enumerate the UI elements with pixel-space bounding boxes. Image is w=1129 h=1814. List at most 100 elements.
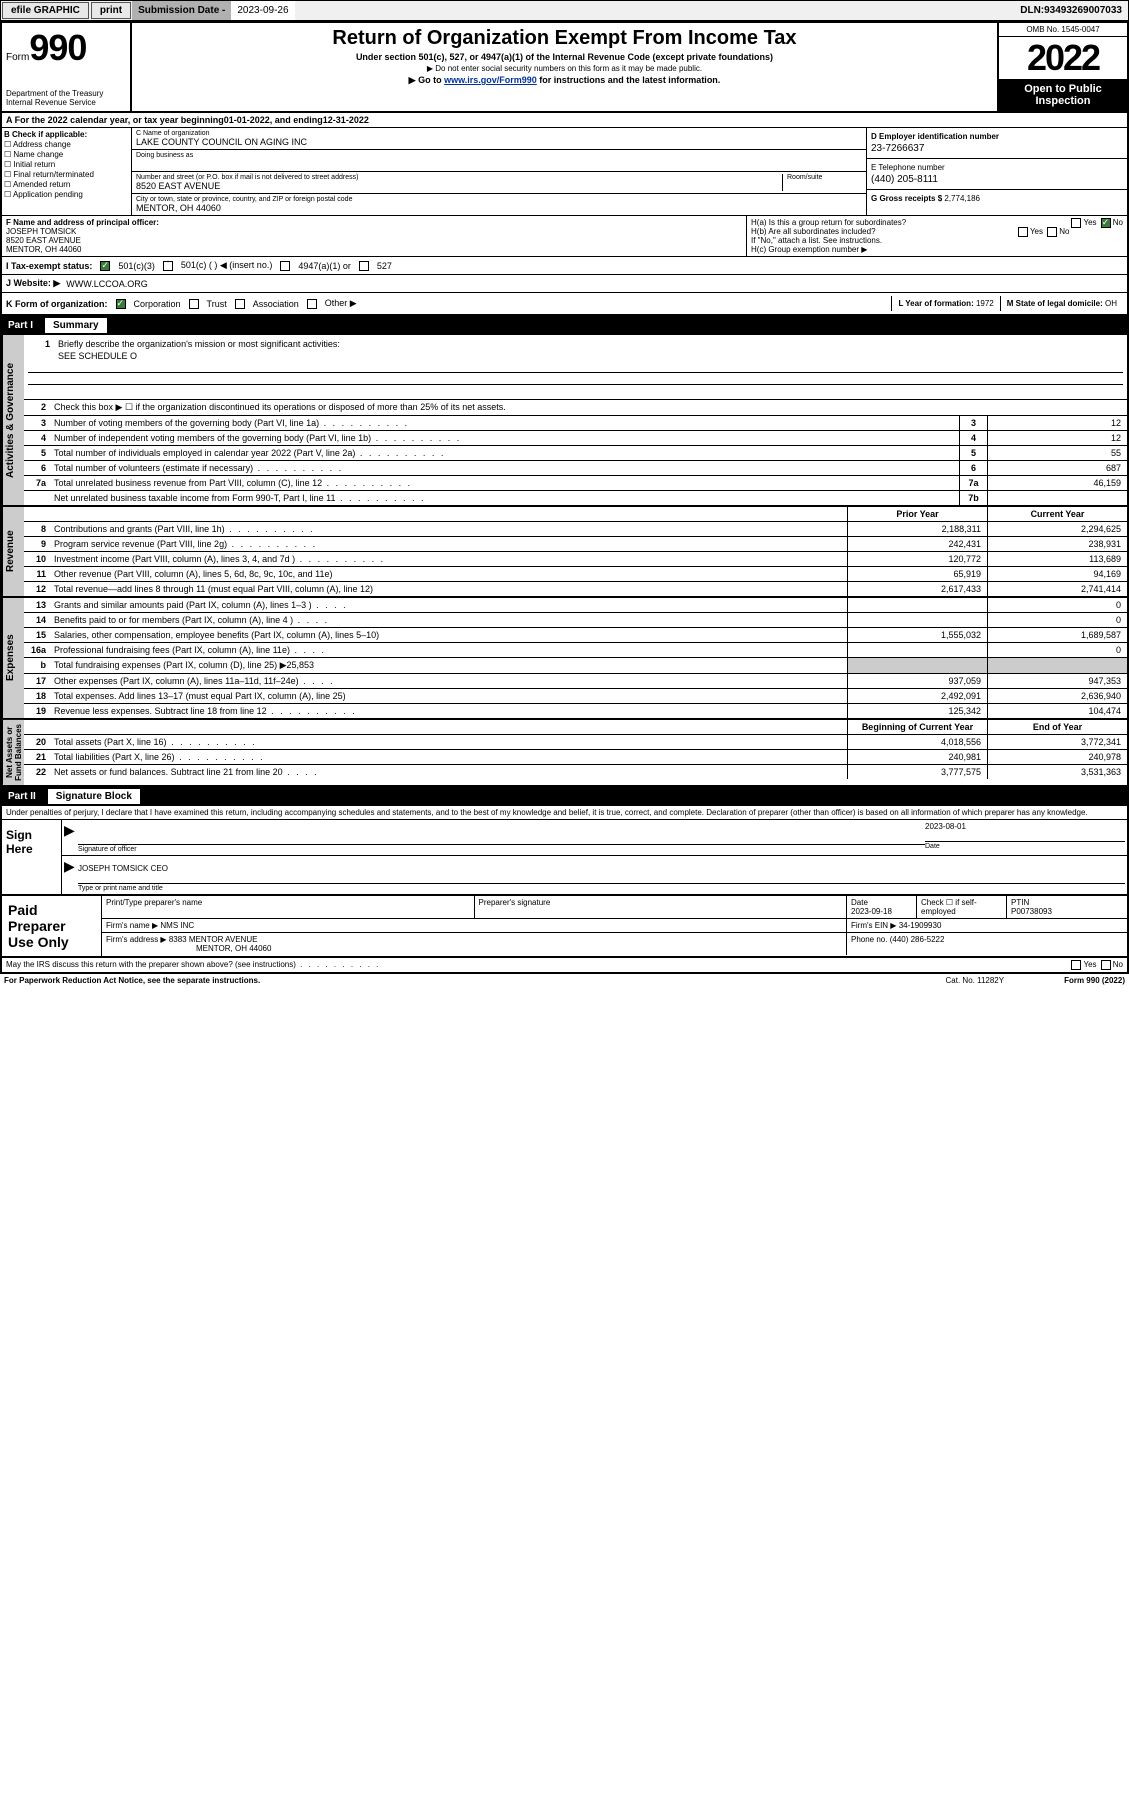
gross-label: G Gross receipts $ bbox=[871, 194, 944, 203]
l11-desc: Other revenue (Part VIII, column (A), li… bbox=[50, 567, 847, 581]
chk-address[interactable]: ☐ Address change bbox=[4, 140, 129, 149]
mission-value: SEE SCHEDULE O bbox=[28, 351, 1123, 361]
firm-city: MENTOR, OH 44060 bbox=[196, 944, 271, 953]
f-label: F Name and address of principal officer: bbox=[6, 218, 742, 227]
l8-prior: 2,188,311 bbox=[847, 522, 987, 536]
ptin-label: PTIN bbox=[1011, 898, 1123, 907]
org-info-block: B Check if applicable: ☐ Address change … bbox=[2, 128, 1127, 216]
discuss-no[interactable] bbox=[1101, 960, 1111, 970]
l11-curr: 94,169 bbox=[987, 567, 1127, 581]
chk-527[interactable] bbox=[359, 261, 369, 271]
l18-prior: 2,492,091 bbox=[847, 689, 987, 703]
l15-desc: Salaries, other compensation, employee b… bbox=[50, 628, 847, 642]
hb-yes[interactable] bbox=[1018, 227, 1028, 237]
l14-desc: Benefits paid to or for members (Part IX… bbox=[50, 613, 847, 627]
l16a-curr: 0 bbox=[987, 643, 1127, 657]
l13-prior bbox=[847, 598, 987, 612]
l15-prior: 1,555,032 bbox=[847, 628, 987, 642]
hb-row: H(b) Are all subordinates included? Yes … bbox=[751, 227, 1123, 236]
l16b-prior bbox=[847, 658, 987, 673]
may-discuss: May the IRS discuss this return with the… bbox=[6, 960, 1069, 970]
chk-amended[interactable]: ☐ Amended return bbox=[4, 180, 129, 189]
ha-yes[interactable] bbox=[1071, 218, 1081, 228]
hdr-end: End of Year bbox=[987, 720, 1127, 734]
l3-desc: Number of voting members of the governin… bbox=[50, 416, 959, 430]
officer-name: JOSEPH TOMSICK bbox=[6, 227, 742, 236]
chk-501c3[interactable] bbox=[100, 261, 110, 271]
street-address: 8520 EAST AVENUE bbox=[136, 181, 782, 191]
perjury-statement: Under penalties of perjury, I declare th… bbox=[2, 806, 1127, 820]
l19-desc: Revenue less expenses. Subtract line 18 … bbox=[50, 704, 847, 718]
chk-corp[interactable] bbox=[116, 299, 126, 309]
l21-desc: Total liabilities (Part X, line 26) bbox=[50, 750, 847, 764]
l3-val: 12 bbox=[987, 416, 1127, 430]
hb-note: If "No," attach a list. See instructions… bbox=[751, 236, 1123, 245]
hdr-begin: Beginning of Current Year bbox=[847, 720, 987, 734]
print-btn[interactable]: print bbox=[91, 2, 131, 19]
city-label: City or town, state or province, country… bbox=[136, 196, 862, 203]
chk-4947[interactable] bbox=[280, 261, 290, 271]
firm-phone-label: Phone no. bbox=[851, 935, 890, 944]
chk-final[interactable]: ☐ Final return/terminated bbox=[4, 170, 129, 179]
website-value: WWW.LCCOA.ORG bbox=[66, 279, 148, 289]
chk-pending[interactable]: ☐ Application pending bbox=[4, 190, 129, 199]
submission-label: Submission Date - bbox=[132, 1, 231, 20]
chk-assoc[interactable] bbox=[235, 299, 245, 309]
room-label: Room/suite bbox=[787, 174, 862, 181]
hb-no[interactable] bbox=[1047, 227, 1057, 237]
firm-addr: 8383 MENTOR AVENUE bbox=[169, 935, 258, 944]
firm-ein-label: Firm's EIN ▶ bbox=[851, 921, 896, 930]
discuss-yes[interactable] bbox=[1071, 960, 1081, 970]
l16b-curr bbox=[987, 658, 1127, 673]
sig-arrow-icon: ▶ bbox=[64, 822, 78, 853]
l4-val: 12 bbox=[987, 431, 1127, 445]
omb-number: OMB No. 1545-0047 bbox=[999, 23, 1127, 37]
state-domicile: M State of legal domicile: OH bbox=[1000, 296, 1123, 311]
sig-arrow-icon-2: ▶ bbox=[64, 858, 78, 892]
efile-btn[interactable]: efile GRAPHIC bbox=[2, 2, 89, 19]
side-governance: Activities & Governance bbox=[2, 335, 24, 505]
instructions-link: ▶ Go to www.irs.gov/Form990 for instruct… bbox=[140, 75, 989, 86]
website-row: J Website: ▶ WWW.LCCOA.ORG bbox=[2, 275, 1127, 293]
cat-no: Cat. No. 11282Y bbox=[946, 976, 1005, 985]
l6-val: 687 bbox=[987, 461, 1127, 475]
l20-curr: 3,772,341 bbox=[987, 735, 1127, 749]
self-employed-check[interactable]: Check ☐ if self-employed bbox=[917, 896, 1007, 918]
form-990: Form990 Department of the Treasury Inter… bbox=[0, 21, 1129, 974]
l16a-desc: Professional fundraising fees (Part IX, … bbox=[50, 643, 847, 657]
l7b-val bbox=[987, 491, 1127, 505]
chk-trust[interactable] bbox=[189, 299, 199, 309]
firm-addr-label: Firm's address ▶ bbox=[106, 935, 167, 944]
l17-desc: Other expenses (Part IX, column (A), lin… bbox=[50, 674, 847, 688]
sig-officer-label: Signature of officer bbox=[78, 844, 925, 853]
l12-desc: Total revenue—add lines 8 through 11 (mu… bbox=[50, 582, 847, 596]
firm-name-label: Firm's name ▶ bbox=[106, 921, 158, 930]
officer-group-block: F Name and address of principal officer:… bbox=[2, 216, 1127, 257]
officer-city: MENTOR, OH 44060 bbox=[6, 245, 742, 254]
paperwork-notice: For Paperwork Reduction Act Notice, see … bbox=[0, 974, 1129, 987]
l6-desc: Total number of volunteers (estimate if … bbox=[50, 461, 959, 475]
l21-prior: 240,981 bbox=[847, 750, 987, 764]
l14-prior bbox=[847, 613, 987, 627]
side-expenses: Expenses bbox=[2, 598, 24, 718]
l17-prior: 937,059 bbox=[847, 674, 987, 688]
l1-desc: Briefly describe the organization's miss… bbox=[54, 337, 1123, 351]
l22-desc: Net assets or fund balances. Subtract li… bbox=[50, 765, 847, 779]
chk-other[interactable] bbox=[307, 299, 317, 309]
l16a-prior bbox=[847, 643, 987, 657]
l10-curr: 113,689 bbox=[987, 552, 1127, 566]
chk-name[interactable]: ☐ Name change bbox=[4, 150, 129, 159]
l19-curr: 104,474 bbox=[987, 704, 1127, 718]
chk-initial[interactable]: ☐ Initial return bbox=[4, 160, 129, 169]
l20-prior: 4,018,556 bbox=[847, 735, 987, 749]
side-net: Net Assets or Fund Balances bbox=[2, 720, 24, 785]
sign-here-block: Sign Here ▶ Signature of officer 2023-08… bbox=[2, 820, 1127, 896]
phone-value: (440) 205-8111 bbox=[871, 174, 1123, 185]
l8-desc: Contributions and grants (Part VIII, lin… bbox=[50, 522, 847, 536]
l9-desc: Program service revenue (Part VIII, line… bbox=[50, 537, 847, 551]
irs-link[interactable]: www.irs.gov/Form990 bbox=[444, 75, 537, 85]
chk-501c[interactable] bbox=[163, 261, 173, 271]
tax-exempt-status: I Tax-exempt status: 501(c)(3) 501(c) ( … bbox=[2, 257, 1127, 275]
firm-name: NMS INC bbox=[160, 921, 194, 930]
ha-no[interactable] bbox=[1101, 218, 1111, 228]
